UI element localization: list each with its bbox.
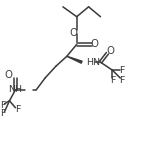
Polygon shape [67,56,82,63]
Text: F: F [0,109,5,118]
Text: O: O [106,46,114,56]
Text: O: O [70,28,78,38]
Text: F: F [15,105,20,114]
Text: F: F [120,66,125,75]
Text: F: F [120,76,125,85]
Text: F: F [0,101,5,110]
Text: O: O [91,39,99,49]
Text: NH: NH [8,85,22,94]
Text: HN: HN [87,58,101,67]
Text: O: O [4,70,12,80]
Text: F: F [110,76,115,85]
